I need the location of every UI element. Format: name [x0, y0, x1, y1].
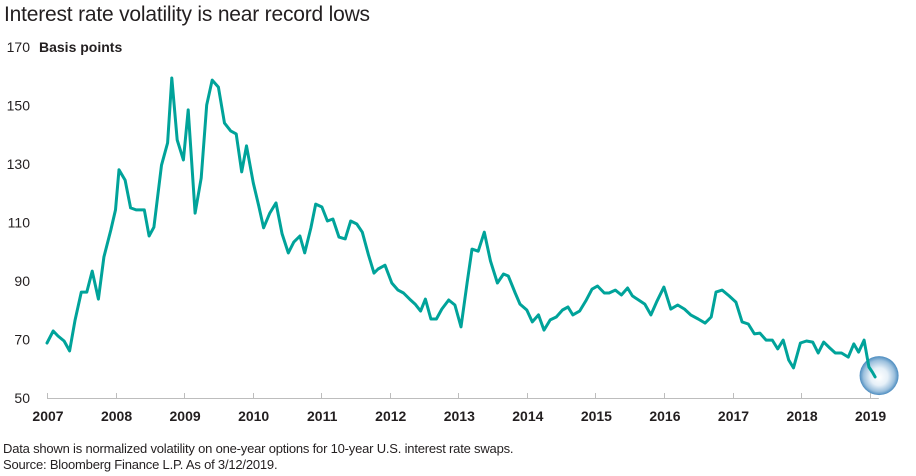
x-tick-label: 2015: [581, 408, 612, 424]
x-tick-label: 2008: [101, 408, 132, 424]
x-tick-label: 2014: [512, 408, 543, 424]
x-tick-label: 2012: [375, 408, 406, 424]
y-tick-label: 150: [7, 98, 31, 114]
x-tick-label: 2010: [238, 408, 269, 424]
x-tick-label: 2017: [718, 408, 749, 424]
x-tick-label: 2011: [307, 408, 338, 424]
y-tick-label: 50: [14, 390, 30, 406]
x-axis: 2007 2008 2009 2010 2011 2012 2013 2014 2015 2016…: [32, 393, 886, 424]
highlight-layer: [859, 356, 899, 396]
x-tick-label: 2013: [444, 408, 475, 424]
y-axis: 50 70 90 110 130 150 170: [7, 39, 31, 406]
series-line-volatility: [45, 76, 877, 379]
latest-value-highlight-circle: [859, 356, 899, 396]
series-layer: [45, 76, 877, 379]
y-tick-label: 170: [7, 39, 31, 55]
footnote-source: Source: Bloomberg Finance L.P. As of 3/1…: [3, 457, 278, 472]
x-tick-label: 2019: [855, 408, 886, 424]
x-tick-label: 2016: [649, 408, 680, 424]
y-tick-label: 130: [7, 156, 31, 172]
y-tick-label: 90: [14, 273, 30, 289]
y-tick-label: 70: [14, 332, 30, 348]
y-tick-label: 110: [8, 215, 31, 231]
chart-title: Interest rate volatility is near record …: [4, 3, 370, 26]
y-axis-label: Basis points: [39, 39, 123, 55]
x-tick-label: 2009: [170, 408, 201, 424]
x-tick-label: 2018: [786, 408, 817, 424]
x-tick-label: 2007: [32, 408, 63, 424]
footnote-description: Data shown is normalized volatility on o…: [3, 441, 514, 456]
